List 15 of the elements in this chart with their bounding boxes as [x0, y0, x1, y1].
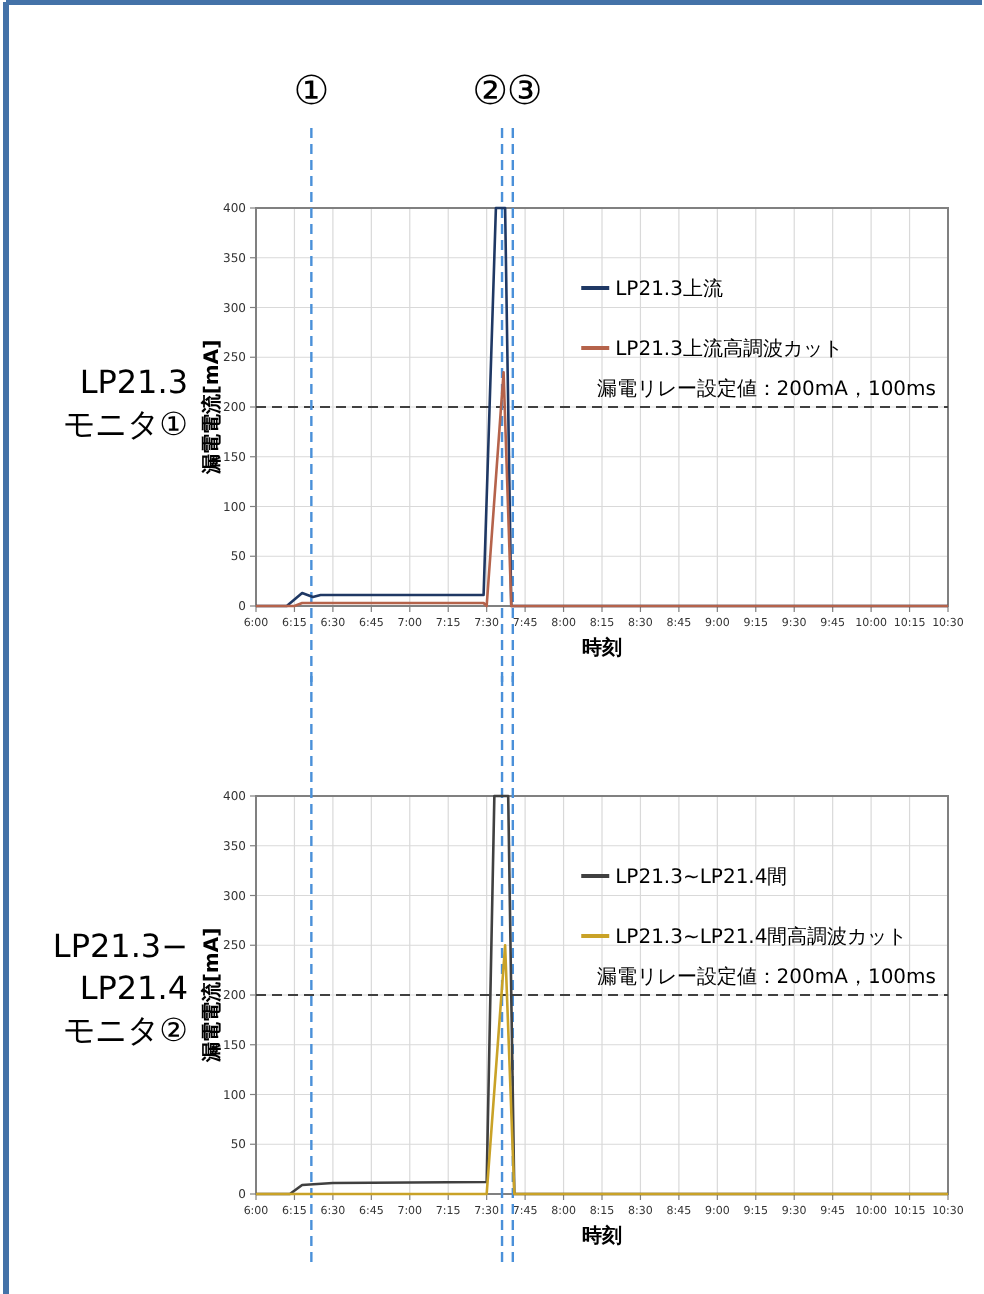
legend-label: LP21.3上流	[615, 277, 723, 301]
ref-line-label: 漏電リレー設定値：200mA，100ms	[596, 965, 936, 989]
ref-line-label: ①	[293, 66, 330, 114]
x-axis-title: 時刻	[582, 1224, 622, 1248]
legend-label: LP21.3上流高調波カット	[615, 337, 843, 361]
legend-label: LP21.3~LP21.4間高調波カット	[615, 925, 908, 949]
y-axis-title: 漏電電流[mA]	[200, 927, 224, 1065]
ref-line-label: ②	[472, 66, 509, 114]
text: LP21.3 モニタ①	[63, 363, 188, 443]
ref-line-label: 漏電リレー設定値：200mA，100ms	[596, 377, 936, 401]
text: LP21.3− LP21.4 モニタ②	[52, 927, 188, 1049]
ref-line-label: ③	[506, 66, 543, 114]
legend-label: LP21.3~LP21.4間	[615, 867, 788, 889]
x-axis-title: 時刻	[582, 636, 622, 660]
y-axis-title: 漏電電流[mA]	[200, 339, 224, 477]
